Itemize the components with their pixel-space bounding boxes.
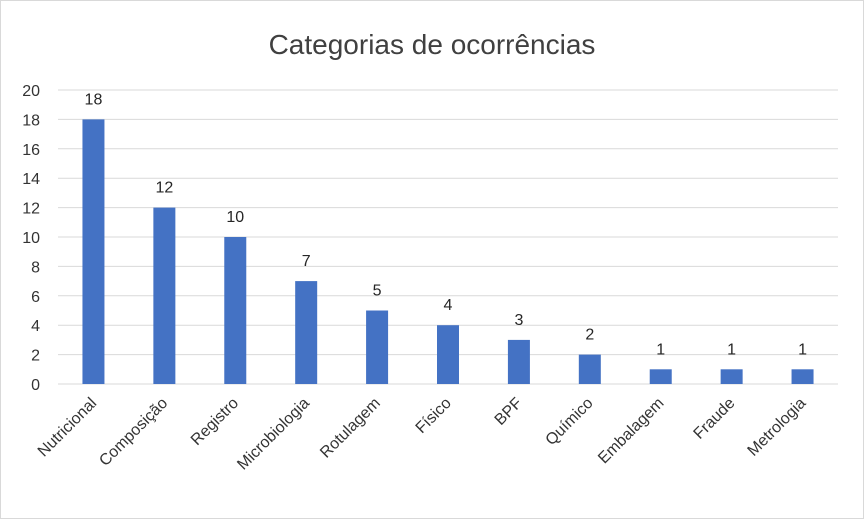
y-tick-label: 14 [22, 171, 40, 188]
category-label: BPF [492, 395, 526, 429]
category-label: Químico [542, 395, 596, 449]
bar-value-label: 1 [656, 341, 665, 358]
bar [295, 281, 318, 384]
bar [720, 369, 743, 384]
bar-value-label: 7 [302, 253, 311, 270]
chart-title: Categorias de ocorrências [269, 29, 596, 60]
category-label: Microbiologia [234, 395, 313, 474]
y-tick-label: 6 [31, 289, 40, 306]
category-label: Composição [96, 395, 171, 470]
category-label: Embalagem [595, 395, 667, 467]
gridlines [58, 89, 838, 356]
y-tick-label: 12 [22, 201, 40, 218]
y-tick-label: 10 [22, 230, 40, 247]
bar [366, 310, 389, 384]
y-tick-label: 0 [31, 377, 40, 394]
bar-value-label: 5 [373, 283, 382, 300]
bar [153, 207, 176, 384]
bar [437, 325, 459, 384]
bar-value-label: 10 [226, 209, 244, 226]
y-tick-label: 18 [22, 112, 40, 129]
bars [82, 119, 814, 385]
bar-value-label: 2 [585, 327, 594, 344]
bar-value-label: 3 [514, 312, 523, 329]
y-tick-label: 20 [22, 83, 40, 100]
bar-value-label: 12 [155, 180, 173, 197]
y-tick-label: 4 [31, 318, 40, 335]
bar [578, 354, 601, 384]
category-label: Nutricional [35, 395, 100, 460]
y-tick-label: 16 [22, 142, 40, 159]
category-label: Metrologia [745, 395, 810, 460]
category-label: Físico [413, 395, 455, 437]
bar [791, 369, 814, 384]
y-tick-label: 8 [31, 259, 40, 276]
category-label: Fraude [691, 395, 739, 443]
bar [82, 119, 105, 385]
bar-value-label: 1 [798, 341, 807, 358]
y-tick-label: 2 [31, 348, 40, 365]
bar [224, 237, 247, 384]
category-label: Registro [188, 395, 242, 449]
bar-value-label: 4 [444, 297, 453, 314]
bar [649, 369, 672, 384]
bar-value-label: 1 [727, 341, 736, 358]
data-labels: 18 12 10 7 5 4 3 2 1 1 1 [85, 91, 808, 358]
y-axis-ticks: 0 2 4 6 8 10 12 14 16 18 20 [22, 83, 40, 394]
bar-value-label: 18 [85, 91, 103, 108]
bar [507, 339, 530, 384]
category-label: Rotulagem [317, 395, 384, 462]
